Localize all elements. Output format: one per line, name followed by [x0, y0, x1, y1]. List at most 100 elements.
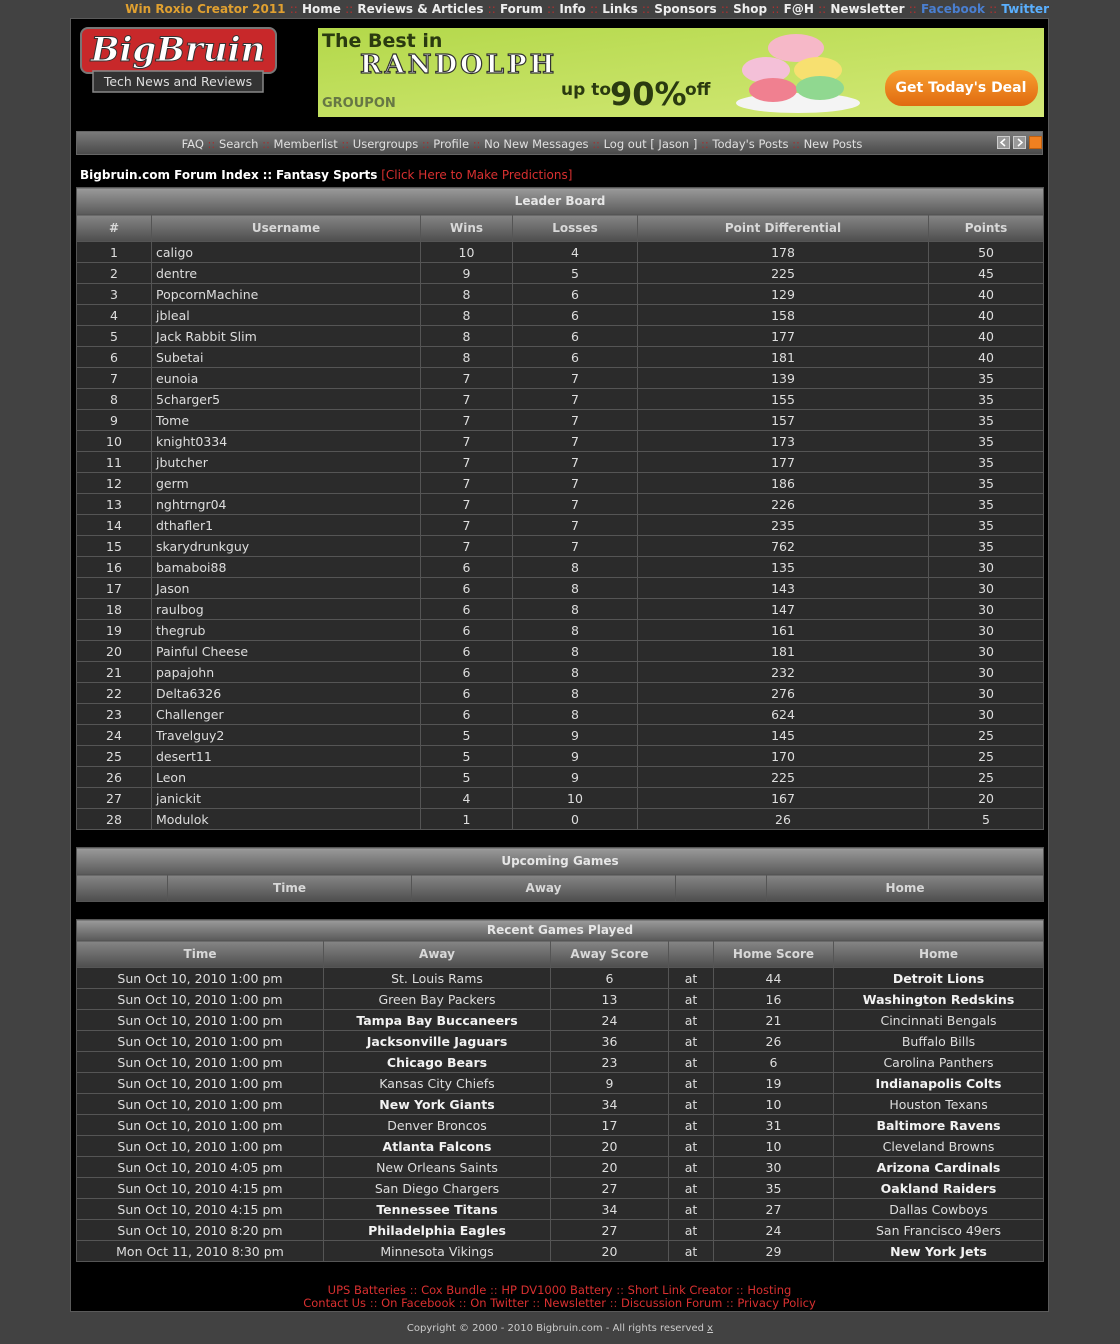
- cell[interactable]: knight0334: [151, 430, 421, 452]
- footer-link[interactable]: Privacy Policy: [737, 1296, 816, 1310]
- column-header: Wins: [420, 214, 513, 242]
- cell[interactable]: eunoia: [151, 367, 421, 389]
- copyright-link[interactable]: x: [707, 1323, 714, 1334]
- ad-banner[interactable]: The Best in RANDOLPH GROUPON up to 90% o…: [318, 28, 1044, 117]
- cell: at: [668, 1009, 714, 1031]
- top-nav-link[interactable]: F@H: [783, 2, 814, 16]
- footer-link[interactable]: HP DV1000 Battery: [501, 1283, 613, 1297]
- cell: Houston Texans: [832, 1093, 1045, 1115]
- separator: ::: [289, 2, 298, 16]
- separator: ::: [345, 2, 354, 16]
- cell[interactable]: Painful Cheese: [151, 640, 421, 662]
- cell[interactable]: Jack Rabbit Slim: [151, 325, 421, 347]
- footer-link[interactable]: Cox Bundle: [421, 1283, 487, 1297]
- leaderboard-row: 16 bamaboi88 6 8 135 30: [76, 556, 1045, 578]
- cell[interactable]: dentre: [151, 262, 421, 284]
- footer-link[interactable]: Contact Us: [303, 1296, 367, 1310]
- cell: 26: [637, 808, 929, 830]
- forum-nav-link[interactable]: Profile: [433, 137, 470, 151]
- top-nav-link[interactable]: Newsletter: [830, 2, 905, 16]
- cell: 6: [420, 640, 513, 662]
- footer-link[interactable]: Newsletter: [543, 1296, 606, 1310]
- ad-button-label[interactable]: Get Today's Deal: [896, 80, 1027, 96]
- cell[interactable]: jbleal: [151, 304, 421, 326]
- top-nav-link[interactable]: Home: [301, 2, 341, 16]
- cell: Philadelphia Eagles: [323, 1219, 551, 1241]
- top-nav-link[interactable]: Win Roxio Creator 2011: [125, 2, 286, 16]
- forum-nav-link[interactable]: Search: [218, 137, 259, 151]
- ad-button[interactable]: [885, 70, 1038, 106]
- cell[interactable]: Travelguy2: [151, 724, 421, 746]
- cell[interactable]: Jason: [151, 577, 421, 599]
- cell[interactable]: PopcornMachine: [151, 283, 421, 305]
- forum-nav-link[interactable]: FAQ: [181, 137, 204, 151]
- top-nav-link[interactable]: Sponsors: [654, 2, 717, 16]
- cell: Mon Oct 11, 2010 8:30 pm: [76, 1240, 324, 1262]
- footer-link[interactable]: Hosting: [747, 1283, 792, 1297]
- crumb-forum[interactable]: Fantasy Sports: [276, 168, 378, 182]
- separator: ::: [792, 137, 800, 151]
- forum-nav-link[interactable]: Memberlist: [273, 137, 338, 151]
- leaderboard-row: 4 jbleal 8 6 158 40: [76, 304, 1045, 326]
- footer-link[interactable]: On Twitter: [470, 1296, 529, 1310]
- cell: 30: [927, 577, 1045, 599]
- footer-link[interactable]: Short Link Creator: [627, 1283, 733, 1297]
- top-nav-link[interactable]: Facebook: [921, 2, 985, 16]
- next-icon[interactable]: [1013, 136, 1026, 149]
- cell[interactable]: Tome: [151, 409, 421, 431]
- prev-icon[interactable]: [997, 136, 1010, 149]
- cell[interactable]: skarydrunkguy: [151, 535, 421, 557]
- cell[interactable]: Modulok: [151, 808, 421, 830]
- cell[interactable]: raulbog: [151, 598, 421, 620]
- cell[interactable]: Challenger: [151, 703, 421, 725]
- forum-nav-link[interactable]: Log out [ Jason ]: [603, 137, 698, 151]
- crumb-action[interactable]: [Click Here to Make Predictions]: [381, 168, 573, 182]
- cell[interactable]: thegrub: [151, 619, 421, 641]
- cell: 30: [927, 703, 1045, 725]
- nav-icons[interactable]: [997, 136, 1042, 150]
- footer-link[interactable]: UPS Batteries: [327, 1283, 406, 1297]
- cell[interactable]: desert11: [151, 745, 421, 767]
- cell: Tennessee Titans: [323, 1198, 551, 1220]
- cell: 40: [927, 304, 1045, 326]
- cell[interactable]: jbutcher: [151, 451, 421, 473]
- cell[interactable]: dthafler1: [151, 514, 421, 536]
- cell[interactable]: papajohn: [151, 661, 421, 683]
- forum-nav-link[interactable]: Today's Posts: [712, 137, 789, 151]
- crumb-index[interactable]: Bigbruin.com Forum Index: [80, 168, 259, 182]
- top-nav-link[interactable]: Links: [602, 2, 638, 16]
- top-nav-link[interactable]: Twitter: [1001, 2, 1049, 16]
- separator: ::: [818, 2, 827, 16]
- top-nav-link[interactable]: Shop: [733, 2, 768, 16]
- cell[interactable]: Leon: [151, 766, 421, 788]
- cell[interactable]: germ: [151, 472, 421, 494]
- top-nav-link[interactable]: Reviews & Articles: [357, 2, 484, 16]
- cell[interactable]: Delta6326: [151, 682, 421, 704]
- cell[interactable]: nghtrngr04: [151, 493, 421, 515]
- cell[interactable]: caligo: [151, 241, 421, 263]
- game-row: Sun Oct 10, 2010 1:00 pm Kansas City Chie…: [76, 1072, 1045, 1094]
- forum-nav-link[interactable]: No New Messages: [484, 137, 589, 151]
- forum-nav-link[interactable]: New Posts: [803, 137, 863, 151]
- top-nav-link[interactable]: Info: [559, 2, 586, 16]
- top-nav-link[interactable]: Forum: [499, 2, 543, 16]
- column-header: Point Differential: [637, 214, 929, 242]
- column-header: Username: [151, 214, 421, 242]
- cell[interactable]: bamaboi88: [151, 556, 421, 578]
- separator: ::: [908, 2, 917, 16]
- cell: at: [668, 1030, 714, 1052]
- column-header: Away: [323, 940, 551, 968]
- forum-nav-link[interactable]: Usergroups: [352, 137, 419, 151]
- rss-icon[interactable]: [1029, 136, 1042, 149]
- cell[interactable]: janickit: [151, 787, 421, 809]
- cell[interactable]: 5charger5: [151, 388, 421, 410]
- cell[interactable]: Subetai: [151, 346, 421, 368]
- logo[interactable]: BigBruin Tech News and Reviews: [80, 27, 277, 94]
- cell: 35: [927, 493, 1045, 515]
- cell: 226: [637, 493, 929, 515]
- cell: 14: [76, 514, 152, 536]
- footer-link[interactable]: On Facebook: [381, 1296, 456, 1310]
- title-row: Recent Games Played: [75, 919, 1045, 941]
- footer-link[interactable]: Discussion Forum: [621, 1296, 723, 1310]
- header-row: # Username Wins Losses Point Differential Poi…: [76, 214, 1045, 242]
